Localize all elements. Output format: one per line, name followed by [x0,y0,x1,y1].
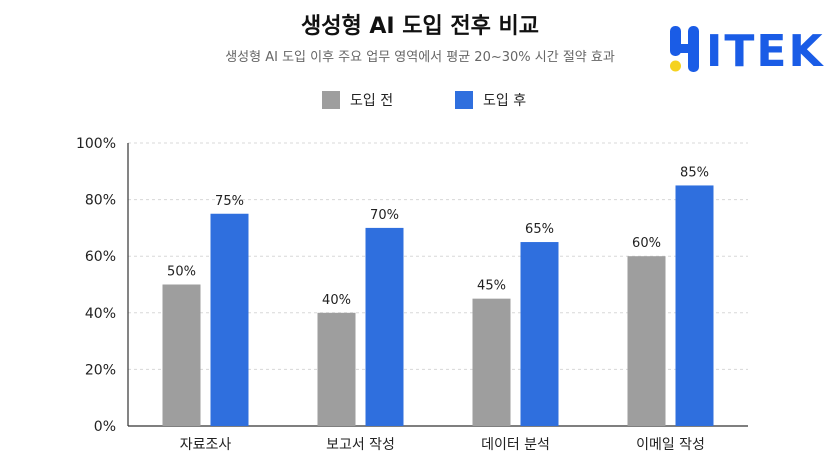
legend-swatch-after [455,91,473,109]
x-category-label: 이메일 작성 [636,437,705,453]
hitek-logo: ITEK [670,26,825,74]
x-category-label: 보고서 작성 [326,437,395,453]
y-tick-label: 60% [85,249,116,265]
bar-after [365,227,404,426]
chart-title: 생성형 AI 도입 전후 비교 [300,14,539,39]
bar-before [162,284,201,426]
bar-after [520,242,559,426]
chart-subtitle: 생성형 AI 도입 이후 주요 업무 영역에서 평균 20~30% 시간 절약 … [225,50,615,65]
legend-label-before: 도입 전 [350,93,394,109]
bar-value-label: 75% [215,194,244,209]
bar-value-label: 85% [680,165,709,180]
bar-value-label: 50% [167,265,196,280]
y-tick-label: 40% [85,306,116,322]
legend-label-after: 도입 후 [483,93,527,109]
bar-value-label: 65% [525,222,554,237]
bar-value-label: 60% [632,236,661,251]
x-category-label: 데이터 분석 [481,437,550,453]
y-tick-label: 100% [76,136,116,152]
bar-value-label: 45% [477,279,506,294]
y-tick-label: 20% [85,362,116,378]
svg-text:ITEK: ITEK [706,26,825,74]
y-tick-label: 0% [94,419,116,435]
legend-swatch-before [322,91,340,109]
bar-before [317,312,356,426]
y-tick-label: 80% [85,193,116,209]
bar-value-label: 70% [370,208,399,223]
chart-legend: 도입 전 도입 후 [0,90,840,112]
bar-after [675,185,714,426]
bar-after [210,213,249,426]
bar-before [627,256,666,426]
bar-before [472,298,511,426]
legend-item-before: 도입 전 [322,90,393,110]
legend-item-after: 도입 후 [455,90,526,110]
x-category-label: 자료조사 [180,437,232,453]
bar-value-label: 40% [322,293,351,308]
